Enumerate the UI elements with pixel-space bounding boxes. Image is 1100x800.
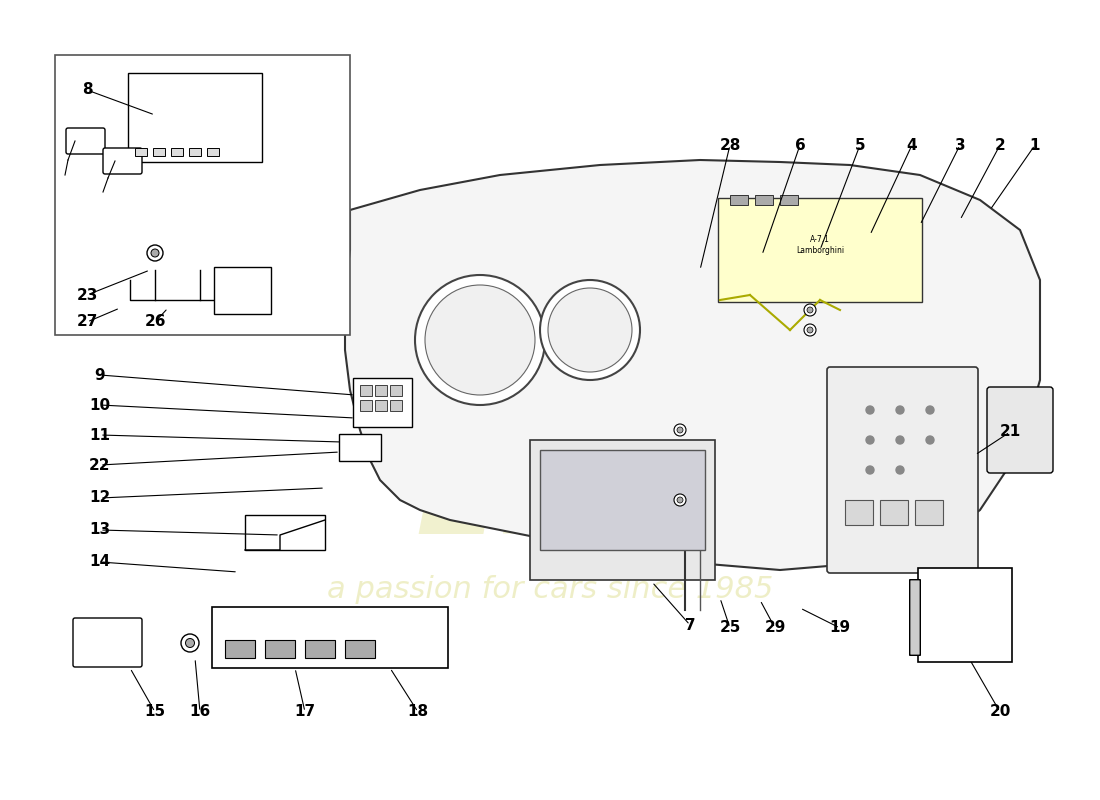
FancyBboxPatch shape <box>128 73 262 162</box>
Text: 8: 8 <box>81 82 92 98</box>
Bar <box>915 500 943 525</box>
Text: 6: 6 <box>794 138 805 153</box>
Circle shape <box>186 638 195 647</box>
FancyBboxPatch shape <box>103 148 142 174</box>
Bar <box>153 148 165 156</box>
Text: 2: 2 <box>994 138 1005 153</box>
Bar <box>135 148 147 156</box>
FancyBboxPatch shape <box>827 367 978 573</box>
Circle shape <box>548 288 632 372</box>
Text: 9: 9 <box>95 367 106 382</box>
Circle shape <box>182 634 199 652</box>
Bar <box>360 400 372 411</box>
FancyBboxPatch shape <box>718 198 922 302</box>
FancyBboxPatch shape <box>66 128 104 154</box>
Bar <box>55 55 350 335</box>
Bar <box>755 195 773 205</box>
Text: 4: 4 <box>906 138 917 153</box>
Text: 21: 21 <box>1000 425 1021 439</box>
Circle shape <box>674 494 686 506</box>
Text: 3: 3 <box>955 138 966 153</box>
Text: 16: 16 <box>189 705 210 719</box>
Text: 18: 18 <box>407 705 429 719</box>
Bar <box>845 500 873 525</box>
Circle shape <box>151 249 160 257</box>
Circle shape <box>425 285 535 395</box>
Text: 14: 14 <box>89 554 111 570</box>
Text: 29: 29 <box>764 621 785 635</box>
Circle shape <box>804 324 816 336</box>
Text: EPC: EPC <box>416 439 684 561</box>
Text: 1: 1 <box>1030 138 1041 153</box>
Bar <box>226 640 255 658</box>
Text: 7: 7 <box>684 618 695 633</box>
Bar <box>170 148 183 156</box>
FancyBboxPatch shape <box>987 387 1053 473</box>
Circle shape <box>540 280 640 380</box>
Circle shape <box>807 327 813 333</box>
Text: 12: 12 <box>89 490 111 506</box>
Circle shape <box>896 406 904 414</box>
FancyBboxPatch shape <box>214 267 271 314</box>
Bar <box>390 400 402 411</box>
Text: 28: 28 <box>719 138 740 153</box>
Text: 25: 25 <box>719 621 740 635</box>
Circle shape <box>676 427 683 433</box>
Circle shape <box>896 436 904 444</box>
Bar <box>390 385 402 396</box>
FancyBboxPatch shape <box>73 618 142 667</box>
Bar <box>540 450 705 550</box>
Bar <box>265 640 295 658</box>
Circle shape <box>926 436 934 444</box>
Bar <box>375 400 387 411</box>
Text: 11: 11 <box>89 427 110 442</box>
Text: a passion for cars since 1985: a passion for cars since 1985 <box>327 575 773 605</box>
FancyBboxPatch shape <box>212 607 448 668</box>
Bar <box>189 148 201 156</box>
Text: 17: 17 <box>295 705 316 719</box>
Text: 19: 19 <box>829 621 850 635</box>
Text: A-7.1
Lamborghini: A-7.1 Lamborghini <box>796 235 844 254</box>
Text: 10: 10 <box>89 398 111 413</box>
Circle shape <box>804 304 816 316</box>
Bar <box>730 195 748 205</box>
Circle shape <box>866 466 874 474</box>
FancyBboxPatch shape <box>353 378 412 427</box>
PathPatch shape <box>345 160 1040 570</box>
FancyBboxPatch shape <box>910 580 921 655</box>
Circle shape <box>896 466 904 474</box>
FancyBboxPatch shape <box>339 434 381 461</box>
Circle shape <box>147 245 163 261</box>
Text: 13: 13 <box>89 522 111 538</box>
Circle shape <box>676 497 683 503</box>
Text: 26: 26 <box>144 314 166 330</box>
Bar <box>245 515 324 550</box>
Text: 20: 20 <box>989 705 1011 719</box>
Text: 15: 15 <box>144 705 166 719</box>
Text: 5: 5 <box>855 138 866 153</box>
Bar <box>360 385 372 396</box>
Bar <box>375 385 387 396</box>
Circle shape <box>926 406 934 414</box>
FancyBboxPatch shape <box>918 568 1012 662</box>
Bar <box>780 195 798 205</box>
Bar <box>345 640 375 658</box>
Circle shape <box>807 307 813 313</box>
Circle shape <box>866 406 874 414</box>
Bar <box>207 148 219 156</box>
Text: 22: 22 <box>89 458 111 473</box>
Text: 27: 27 <box>76 314 98 330</box>
Bar <box>880 500 907 525</box>
Bar <box>305 640 336 658</box>
Circle shape <box>415 275 544 405</box>
Bar <box>530 440 715 580</box>
Circle shape <box>866 436 874 444</box>
Circle shape <box>674 424 686 436</box>
Text: 23: 23 <box>76 287 98 302</box>
